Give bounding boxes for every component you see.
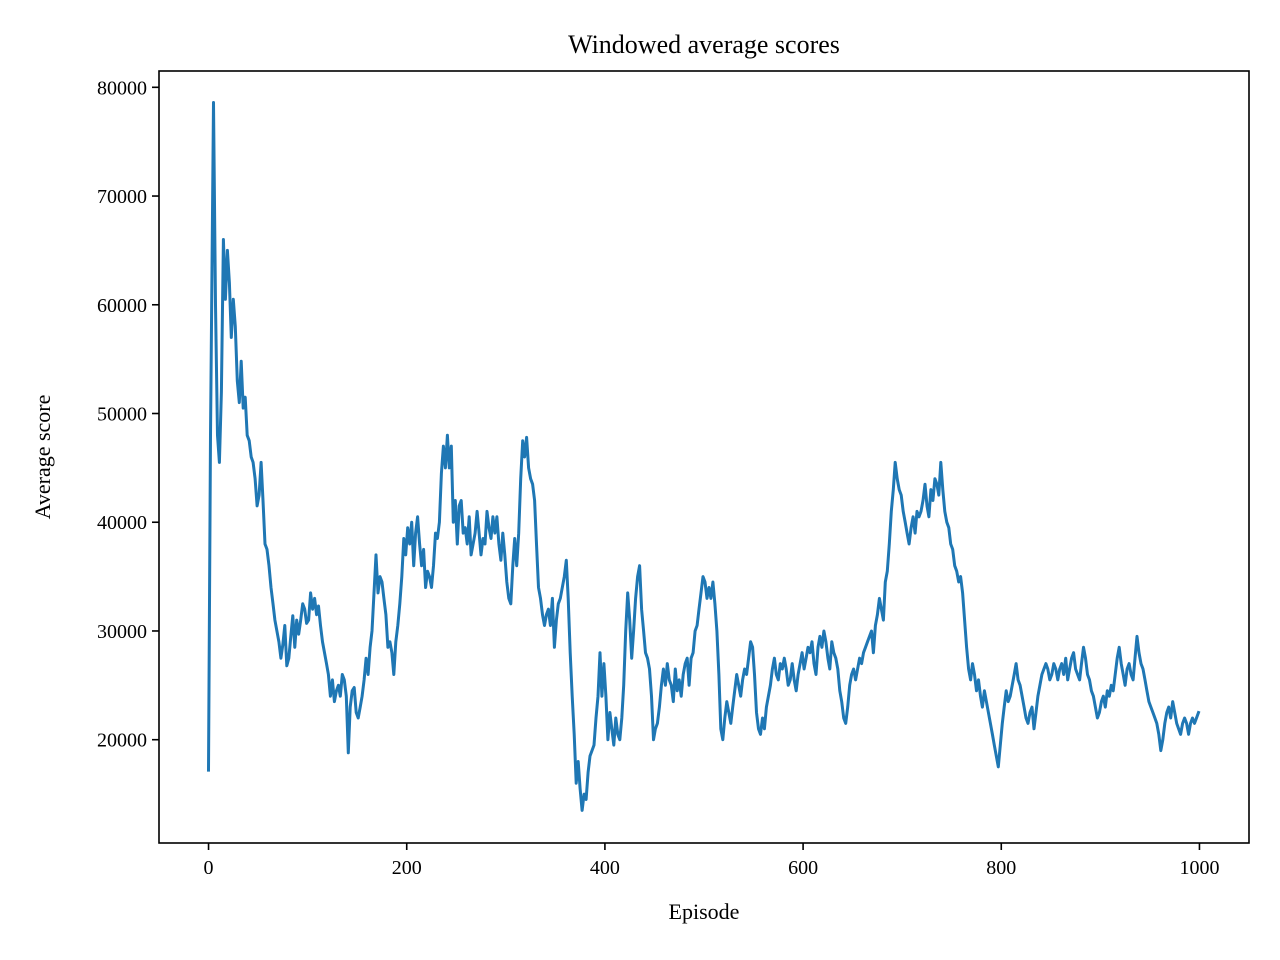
x-tick-label: 800: [986, 857, 1016, 879]
x-tick-label: 600: [788, 857, 818, 879]
x-tick-label: 200: [392, 857, 422, 879]
y-axis-ticks: 20000 30000 40000 50000 60000 70000 80000: [97, 77, 159, 752]
series-line: [206, 101, 1201, 812]
x-tick-label: 400: [590, 857, 620, 879]
y-tick-label: 20000: [97, 730, 147, 752]
chart-title: Windowed average scores: [568, 30, 840, 59]
y-tick-label: 40000: [97, 512, 147, 534]
x-tick-label: 0: [204, 857, 214, 879]
y-tick-label: 50000: [97, 404, 147, 426]
x-tick-label: 1000: [1179, 857, 1219, 879]
y-axis-label: Average score: [30, 395, 55, 520]
axes-frame: [158, 70, 1250, 844]
y-tick-label: 70000: [97, 186, 147, 208]
plot-area: [206, 101, 1201, 812]
y-tick-label: 80000: [97, 77, 147, 99]
x-axis-label: Episode: [669, 899, 740, 924]
y-tick-label: 30000: [97, 621, 147, 643]
y-tick-label: 60000: [97, 295, 147, 317]
x-axis-ticks: 0 200 400 600 800 1000: [204, 843, 1219, 879]
